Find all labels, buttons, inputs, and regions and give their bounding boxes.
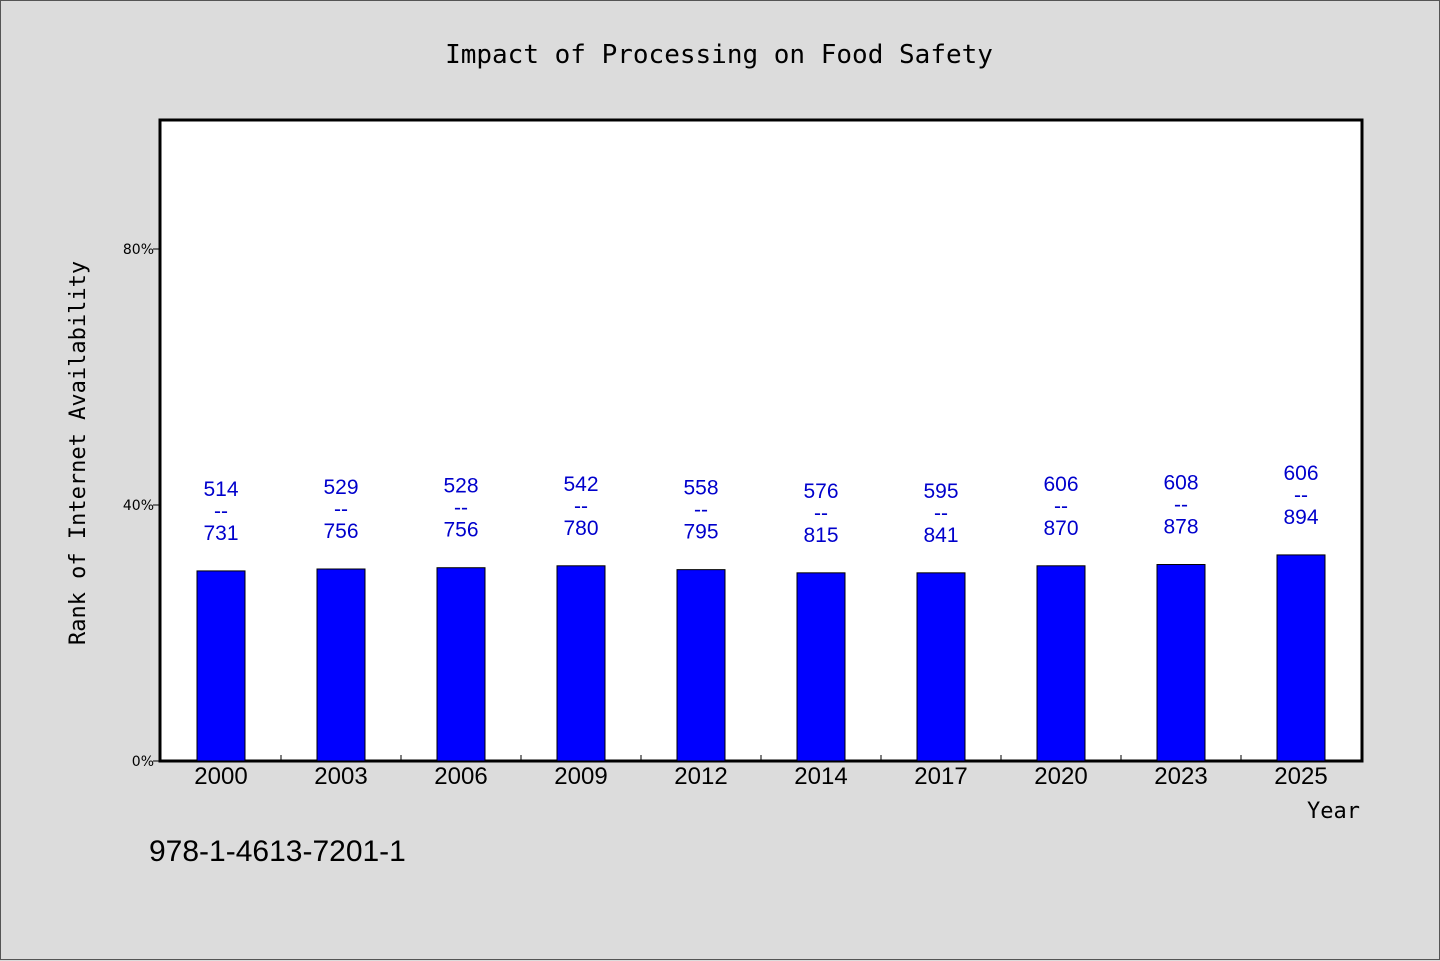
bar (436, 567, 486, 762)
x-tick-label: 2023 (1154, 763, 1207, 790)
data-label: -- (334, 498, 348, 521)
x-tick-label: 2009 (554, 763, 607, 790)
data-label: 608 (1163, 472, 1198, 495)
x-tick-label: 2003 (314, 763, 367, 790)
data-label: 542 (563, 473, 598, 496)
data-label: 595 (923, 480, 958, 503)
chart-title: Impact of Processing on Food Safety (445, 40, 993, 70)
data-label: 815 (803, 524, 838, 547)
data-label: 528 (443, 475, 478, 498)
y-tick-label: 80% (123, 242, 154, 258)
bar (1036, 565, 1086, 762)
isbn-text: 978-1-4613-7201-1 (149, 835, 406, 868)
data-label: -- (454, 497, 468, 520)
x-tick-label: 2020 (1034, 763, 1087, 790)
data-label: 780 (563, 517, 598, 540)
bar (676, 569, 726, 762)
data-label: 558 (683, 477, 718, 500)
bar (316, 568, 366, 762)
data-label: 894 (1283, 506, 1318, 529)
bar (796, 572, 846, 762)
data-label: 795 (683, 521, 718, 544)
data-label: -- (694, 499, 708, 522)
data-label: -- (574, 495, 588, 518)
data-label: -- (1294, 484, 1308, 507)
data-labels: 514--731529--756528--756542--780558--795… (203, 462, 1318, 547)
bar (196, 570, 246, 762)
data-label: -- (214, 500, 228, 523)
data-label: -- (814, 502, 828, 525)
x-tick-label: 2025 (1274, 763, 1327, 790)
x-tick-label: 2014 (794, 763, 847, 790)
data-label: -- (1174, 494, 1188, 517)
data-label: -- (934, 502, 948, 525)
bar (556, 565, 606, 762)
y-tick-label: 40% (123, 498, 154, 514)
data-label: 731 (203, 522, 238, 545)
data-label: 841 (923, 524, 958, 547)
data-label: 756 (443, 519, 478, 542)
bar (1276, 554, 1326, 762)
y-axis: 0% 40% 80% (123, 242, 161, 770)
x-axis: 2000 2003 2006 2009 2012 2014 2017 2020 2023 2025 (194, 755, 1328, 790)
x-tick-label: 2012 (674, 763, 727, 790)
x-axis-label: Year (1307, 799, 1360, 824)
bar (916, 572, 966, 762)
data-label: 756 (323, 520, 358, 543)
data-label: 529 (323, 476, 358, 499)
data-label: 878 (1163, 516, 1198, 539)
x-tick-label: 2017 (914, 763, 967, 790)
data-label: 576 (803, 480, 838, 503)
data-label: -- (1054, 495, 1068, 518)
bar-series (196, 554, 1326, 762)
x-tick-label: 2000 (194, 763, 247, 790)
bar (1156, 564, 1206, 762)
data-label: 870 (1043, 517, 1078, 540)
x-tick-label: 2006 (434, 763, 487, 790)
y-tick-label: 0% (132, 754, 154, 770)
data-label: 514 (203, 478, 238, 501)
y-axis-label: Rank of Internet Availability (66, 261, 91, 645)
data-label: 606 (1283, 462, 1318, 485)
data-label: 606 (1043, 473, 1078, 496)
